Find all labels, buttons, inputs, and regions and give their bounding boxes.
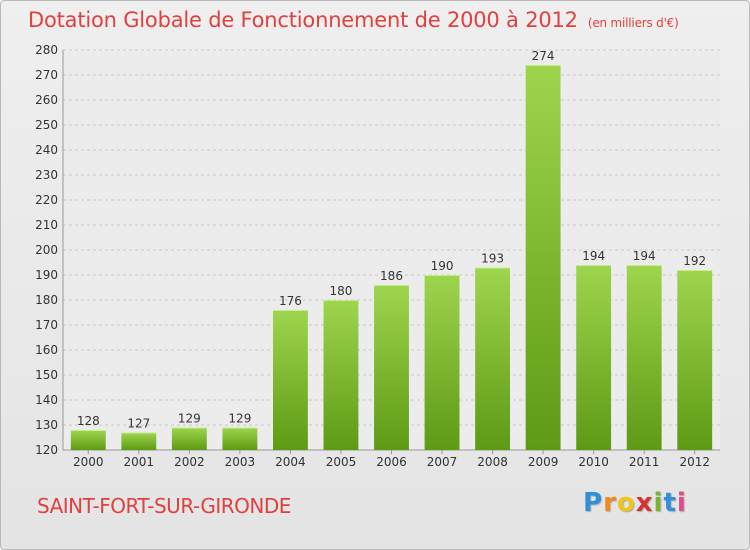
bar	[374, 285, 409, 450]
data-label: 274	[532, 49, 555, 63]
data-label: 190	[431, 259, 454, 273]
data-label: 129	[228, 412, 251, 426]
y-tick-label: 160	[35, 343, 58, 357]
bar	[272, 310, 308, 450]
commune-name: SAINT-FORT-SUR-GIRONDE	[37, 494, 291, 518]
bar	[222, 427, 258, 450]
bar	[121, 432, 157, 450]
bar	[525, 65, 561, 450]
logo-letter: o	[616, 488, 636, 518]
bar	[70, 430, 106, 450]
logo-letter: i	[653, 488, 664, 518]
x-tick-label: 2012	[679, 455, 710, 469]
x-tick-label: 2001	[124, 455, 155, 469]
x-tick-label: 2006	[376, 455, 407, 469]
chart-title: Dotation Globale de Fonctionnement de 20…	[28, 8, 679, 32]
y-tick-label: 240	[35, 143, 58, 157]
x-tick-label: 2004	[275, 455, 306, 469]
x-tick-label: 2005	[326, 455, 357, 469]
y-tick-label: 150	[35, 368, 58, 382]
bar	[677, 270, 713, 450]
x-tick-label: 2011	[629, 455, 660, 469]
data-label: 176	[279, 294, 302, 308]
logo-letter: t	[663, 488, 677, 518]
data-label: 194	[633, 249, 656, 263]
x-tick-label: 2000	[73, 455, 104, 469]
y-tick-label: 230	[35, 168, 58, 182]
y-tick-label: 270	[35, 68, 58, 82]
data-label: 128	[77, 414, 100, 428]
logo-letter: P	[583, 488, 604, 518]
y-tick-label: 210	[35, 218, 58, 232]
data-label: 129	[178, 412, 201, 426]
y-tick-label: 220	[35, 193, 58, 207]
logo-letter: i	[676, 488, 687, 518]
bar	[171, 427, 207, 450]
logo-letter: r	[603, 488, 617, 518]
bar	[475, 267, 511, 450]
x-tick-label: 2002	[174, 455, 205, 469]
y-tick-label: 180	[35, 293, 58, 307]
bar	[576, 265, 612, 450]
proxiti-logo: Proxiti	[583, 488, 687, 518]
y-tick-label: 120	[35, 443, 58, 457]
data-label: 194	[582, 249, 605, 263]
data-label: 193	[481, 252, 504, 266]
y-tick-label: 140	[35, 393, 58, 407]
y-tick-label: 280	[35, 43, 58, 57]
y-tick-label: 170	[35, 318, 58, 332]
y-tick-label: 200	[35, 243, 58, 257]
x-tick-label: 2003	[225, 455, 256, 469]
data-label: 180	[330, 284, 353, 298]
y-tick-label: 260	[35, 93, 58, 107]
y-tick-label: 250	[35, 118, 58, 132]
bar	[626, 265, 662, 450]
x-tick-label: 2010	[578, 455, 609, 469]
data-label: 186	[380, 269, 403, 283]
data-label: 192	[683, 254, 706, 268]
chart-subtitle: (en milliers d'€)	[587, 16, 679, 30]
x-tick-label: 2007	[427, 455, 458, 469]
bar	[323, 300, 359, 450]
x-tick-label: 2008	[477, 455, 508, 469]
y-tick-label: 190	[35, 268, 58, 282]
data-label: 127	[127, 417, 150, 431]
x-tick-label: 2009	[528, 455, 559, 469]
logo-letter: x	[635, 488, 654, 518]
bar	[424, 275, 460, 450]
y-tick-label: 130	[35, 418, 58, 432]
